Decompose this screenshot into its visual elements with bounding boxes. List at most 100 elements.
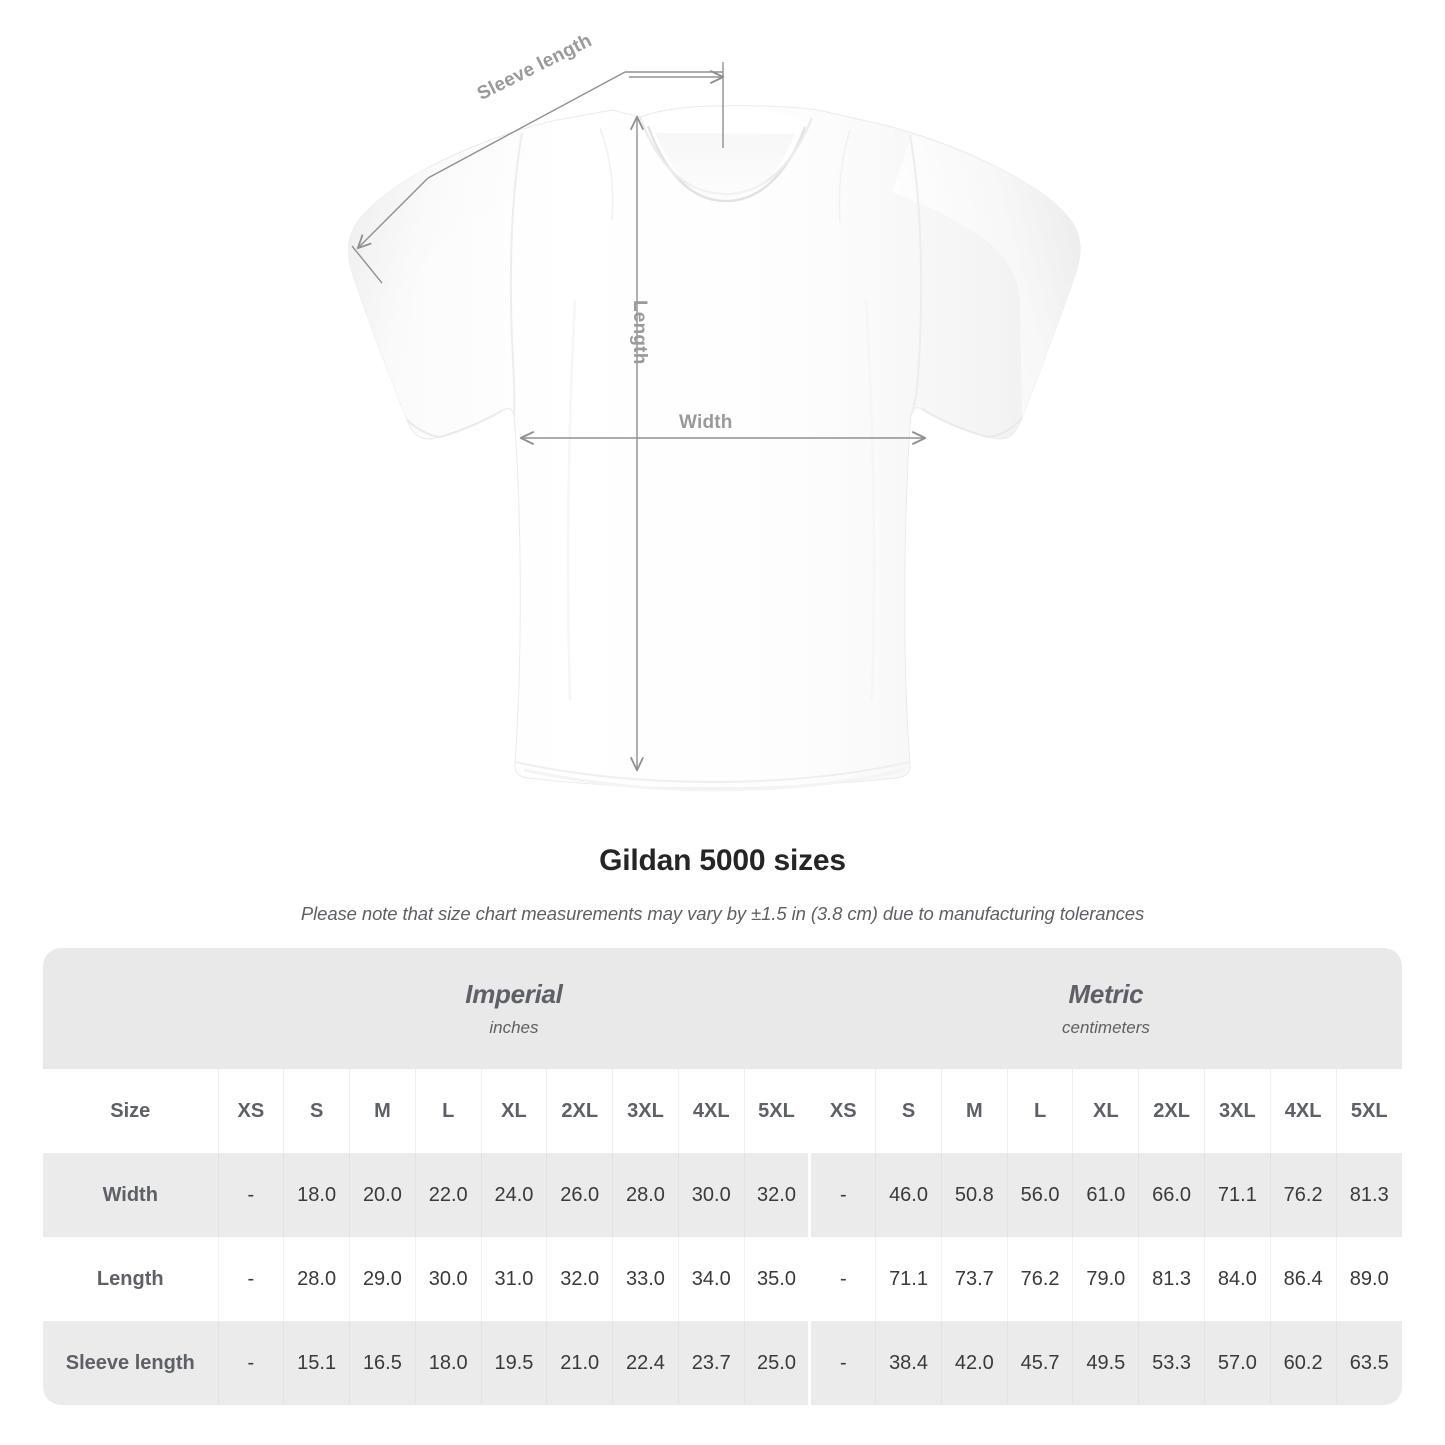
cell-width-imperial-4xl: 30.0 — [677, 1153, 745, 1237]
cell-sleeve-length-imperial-4xl: 23.7 — [677, 1321, 745, 1405]
cell-sleeve-length-metric-2xl: 53.3 — [1138, 1321, 1205, 1405]
cell-width-imperial-l: 22.0 — [414, 1153, 482, 1237]
cell-width-metric-5xl: 81.3 — [1335, 1153, 1402, 1237]
table-row: Width -18.0 20.0 22.0 24.0 26.0 28.0 30.0 32.0-4… — [43, 1153, 1402, 1237]
cell-width-metric-xs: - — [808, 1153, 876, 1237]
length-label: Length — [629, 300, 650, 365]
table-row: Length -28.0 29.0 30.0 31.0 32.0 33.0 34.0 35.0-… — [43, 1237, 1402, 1321]
cell-width-metric-4xl: 76.2 — [1269, 1153, 1337, 1237]
cell-width-metric-2xl: 66.0 — [1138, 1153, 1205, 1237]
cell-width-metric-3xl: 71.1 — [1203, 1153, 1271, 1237]
cell-length-imperial-xs: - — [217, 1237, 284, 1321]
tshirt-diagram: Sleeve length Length Width — [347, 30, 1081, 792]
cell-length-imperial-4xl: 34.0 — [677, 1237, 745, 1321]
cell-sleeve-length-metric-3xl: 57.0 — [1203, 1321, 1271, 1405]
cell-sleeve-length-imperial-2xl: 21.0 — [546, 1321, 613, 1405]
unit-name: Metric — [1068, 978, 1144, 1009]
cell-length-imperial-5xl: 35.0 — [743, 1237, 810, 1321]
cell-width-metric-m: 50.8 — [940, 1153, 1008, 1237]
cell-length-imperial-3xl: 33.0 — [612, 1237, 679, 1321]
size-header-metric-5xl: 5XL — [1335, 1069, 1402, 1153]
size-header-imperial-m: M — [349, 1069, 416, 1153]
cell-length-metric-m: 73.7 — [940, 1237, 1008, 1321]
size-header-imperial-xl: XL — [480, 1069, 547, 1153]
size-header-metric-2xl: 2XL — [1138, 1069, 1205, 1153]
cell-width-imperial-m: 20.0 — [349, 1153, 416, 1237]
dimension-lines — [351, 62, 925, 770]
cell-sleeve-length-metric-4xl: 60.2 — [1269, 1321, 1337, 1405]
sleeve-arrow-line — [358, 177, 429, 248]
cell-sleeve-length-metric-s: 38.4 — [875, 1321, 942, 1405]
cell-width-imperial-xs: - — [217, 1153, 284, 1237]
unit-name: Imperial — [465, 978, 563, 1009]
table-row: Sleeve length -15.1 16.5 18.0 19.5 21.0 22.4 23… — [43, 1321, 1402, 1405]
cell-length-imperial-s: 28.0 — [283, 1237, 350, 1321]
row-label-length: Length — [43, 1237, 218, 1321]
size-header-imperial-s: S — [283, 1069, 350, 1153]
size-header-imperial-4xl: 4XL — [677, 1069, 745, 1153]
cell-sleeve-length-imperial-5xl: 25.0 — [743, 1321, 810, 1405]
size-header-metric-s: S — [875, 1069, 942, 1153]
size-header-row: Size XS S M L XL 2XL 3XL 4XL 5XL XS S M L XL 2XL 3XL 4XL 5… — [43, 1069, 1402, 1153]
cell-length-metric-l: 76.2 — [1006, 1237, 1073, 1321]
cell-length-metric-4xl: 86.4 — [1269, 1237, 1337, 1321]
cell-width-metric-s: 46.0 — [875, 1153, 942, 1237]
size-chart-table-wrapper: Imperial inches Metric centimeters Size XS S M L… — [43, 948, 1402, 1405]
unit-header-metric: Metric centimeters — [809, 948, 1402, 1069]
cell-length-metric-xs: - — [808, 1237, 876, 1321]
size-column-header: Size — [43, 1069, 218, 1153]
cell-length-imperial-xl: 31.0 — [480, 1237, 547, 1321]
size-header-metric-4xl: 4XL — [1269, 1069, 1337, 1153]
size-header-imperial-xs: XS — [217, 1069, 284, 1153]
tolerance-note: Please note that size chart measurements… — [300, 903, 1145, 924]
size-header-imperial-3xl: 3XL — [612, 1069, 679, 1153]
size-header-imperial-l: L — [414, 1069, 482, 1153]
width-label: Width — [679, 412, 733, 433]
cell-width-imperial-xl: 24.0 — [480, 1153, 547, 1237]
cell-sleeve-length-imperial-3xl: 22.4 — [612, 1321, 679, 1405]
size-header-imperial-5xl: 5XL — [743, 1069, 810, 1153]
cell-width-imperial-5xl: 32.0 — [743, 1153, 810, 1237]
size-header-imperial-2xl: 2XL — [546, 1069, 613, 1153]
cell-length-imperial-2xl: 32.0 — [546, 1237, 613, 1321]
cell-length-metric-2xl: 81.3 — [1138, 1237, 1205, 1321]
cell-sleeve-length-imperial-xs: - — [217, 1321, 284, 1405]
sleeve-diagonal-upper — [427, 71, 626, 179]
cell-length-metric-s: 71.1 — [875, 1237, 942, 1321]
row-label-width: Width — [43, 1153, 218, 1237]
cell-sleeve-length-metric-l: 45.7 — [1006, 1321, 1073, 1405]
size-header-metric-l: L — [1006, 1069, 1073, 1153]
cell-length-imperial-m: 29.0 — [349, 1237, 416, 1321]
cell-width-imperial-2xl: 26.0 — [546, 1153, 613, 1237]
cell-length-metric-xl: 79.0 — [1072, 1237, 1139, 1321]
unit-header-imperial: Imperial inches — [218, 948, 810, 1069]
title-block: Gildan 5000 sizes Please note that size … — [0, 840, 1445, 928]
sleeve-extension-tick — [351, 245, 383, 284]
row-label-sleeve-length: Sleeve length — [43, 1321, 218, 1405]
cell-sleeve-length-metric-xs: - — [808, 1321, 876, 1405]
cell-sleeve-length-metric-xl: 49.5 — [1072, 1321, 1139, 1405]
page-title: Gildan 5000 sizes — [599, 844, 846, 877]
cell-sleeve-length-imperial-xl: 19.5 — [480, 1321, 547, 1405]
garment-shape — [347, 105, 1081, 792]
cell-width-imperial-3xl: 28.0 — [612, 1153, 679, 1237]
cell-sleeve-length-metric-5xl: 63.5 — [1335, 1321, 1402, 1405]
size-header-metric-xl: XL — [1072, 1069, 1139, 1153]
unit-header-row: Imperial inches Metric centimeters — [43, 948, 1402, 1069]
cell-length-imperial-l: 30.0 — [414, 1237, 482, 1321]
unit-header-spacer — [43, 948, 218, 1069]
cell-width-metric-l: 56.0 — [1006, 1153, 1073, 1237]
size-header-metric-m: M — [940, 1069, 1008, 1153]
size-header-metric-xs: XS — [808, 1069, 876, 1153]
cell-sleeve-length-metric-m: 42.0 — [940, 1321, 1008, 1405]
cell-length-metric-3xl: 84.0 — [1203, 1237, 1271, 1321]
cell-width-imperial-s: 18.0 — [283, 1153, 350, 1237]
unit-subtitle: inches — [489, 1017, 539, 1037]
cell-sleeve-length-imperial-m: 16.5 — [349, 1321, 416, 1405]
size-chart-table: Imperial inches Metric centimeters Size XS S M L… — [43, 948, 1402, 1405]
cell-sleeve-length-imperial-s: 15.1 — [283, 1321, 350, 1405]
cell-length-metric-5xl: 89.0 — [1335, 1237, 1402, 1321]
cell-width-metric-xl: 61.0 — [1072, 1153, 1139, 1237]
tshirt-illustration — [347, 62, 1081, 792]
unit-subtitle: centimeters — [1062, 1017, 1150, 1037]
